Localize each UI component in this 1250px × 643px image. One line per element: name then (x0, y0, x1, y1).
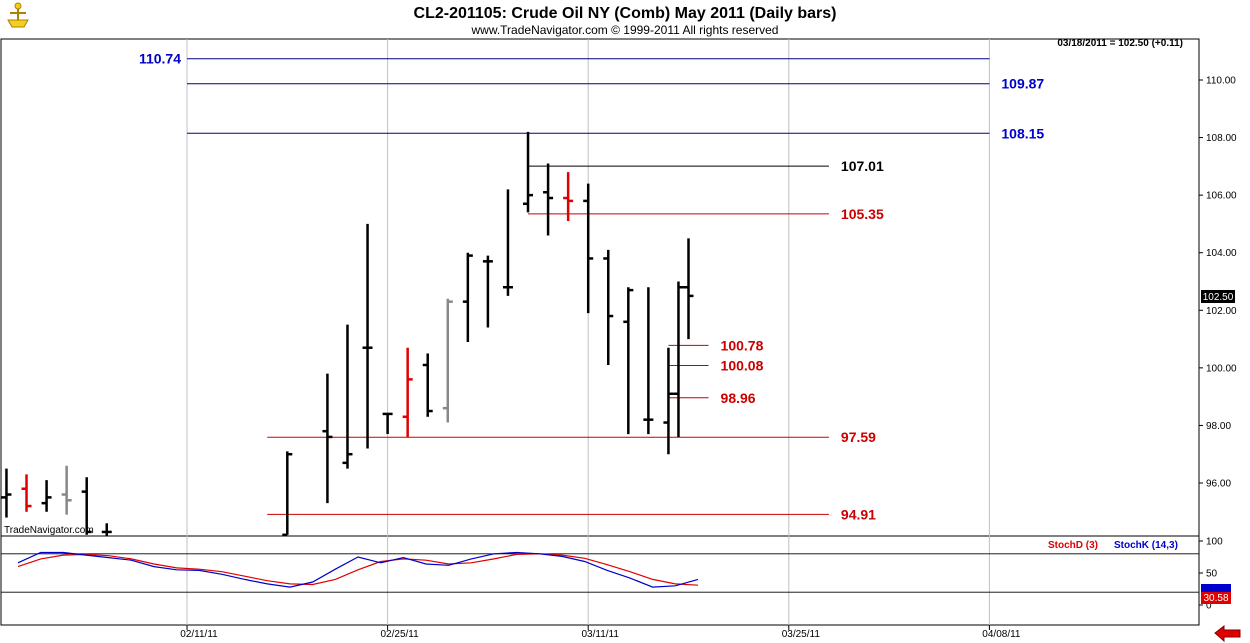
ohlc-bar (282, 451, 293, 537)
ohlc-bar (322, 373, 333, 504)
ohlc-bar (342, 324, 353, 469)
ohlc-bar (442, 298, 453, 423)
ohlc-bar (462, 252, 473, 342)
price-panel-frame (0, 38, 1200, 537)
watermark: TradeNavigator.com (4, 525, 94, 536)
trading-icon[interactable] (7, 2, 29, 28)
stoch-tick-label: 0 (1206, 601, 1212, 612)
ohlc-bar (382, 412, 393, 435)
ohlc-bar (502, 189, 513, 296)
level-label-97-59: 97.59 (841, 429, 876, 445)
ohlc-bar (81, 477, 92, 535)
legend-stochk: StochK (14,3) (1114, 540, 1178, 551)
stoch-panel-lines (1, 553, 1199, 593)
price-tick-label: 100.00 (1206, 363, 1237, 374)
last-quote: 03/18/2011 = 102.50 (+0.11) (1057, 38, 1183, 49)
ohlc-bar (643, 287, 654, 435)
level-label-108-15: 108.15 (1001, 125, 1044, 141)
stoch-panel-frame (0, 535, 1200, 626)
ohlc-bar (543, 163, 554, 236)
ohlc-bar (41, 480, 52, 512)
price-levels: 110.74 109.87 108.15 107.01 105.35 100.78 100.… (139, 51, 1044, 523)
stoch-tick-label: 100 (1206, 537, 1223, 548)
level-label-110-74: 110.74 (139, 51, 181, 67)
level-label-107-01: 107.01 (841, 158, 884, 174)
legend-stochd: StochD (3) (1048, 540, 1098, 551)
price-tick-label: 106.00 (1206, 191, 1237, 202)
price-tick-label: 96.00 (1206, 479, 1231, 490)
stoch-last-value: 30.58 (1201, 584, 1231, 604)
ohlc-bar (683, 238, 694, 340)
price-tick-label: 102.00 (1206, 306, 1237, 317)
ohlc-bar (422, 353, 433, 417)
ohlc-bar (563, 172, 574, 222)
level-label-98-96: 98.96 (721, 390, 756, 406)
ohlc-bar (523, 131, 534, 213)
ohlc-bar (673, 281, 684, 437)
ohlc-bar (663, 347, 674, 455)
level-label-109-87: 109.87 (1001, 76, 1044, 92)
date-tick-label: 02/25/11 (381, 629, 420, 640)
ohlc-bar (482, 255, 493, 328)
stoch-line-k (17, 551, 699, 588)
stoch-line-d (17, 553, 699, 586)
copyright-line: www.TradeNavigator.com © 1999-2011 All r… (471, 23, 779, 37)
ohlc-bar (61, 465, 72, 515)
level-label-100-08: 100.08 (721, 358, 764, 374)
stoch-tick-label: 50 (1206, 569, 1218, 580)
grid (186, 39, 990, 625)
ohlc-bar (21, 474, 32, 512)
date-axis: 02/11/11 02/25/11 03/11/11 03/25/11 04/08/11 (180, 625, 1021, 640)
ohlc-bar (623, 287, 634, 435)
stoch-last-value-label: 30.58 (1203, 593, 1228, 604)
price-axis: 96.00 98.00 100.00 102.00 104.00 106.00 108.00… (1198, 39, 1237, 625)
price-tick-label: 108.00 (1206, 133, 1237, 144)
ohlc-bar (583, 183, 594, 314)
price-tick-label: 104.00 (1206, 248, 1237, 259)
date-tick-label: 02/11/11 (180, 629, 218, 640)
level-label-105-35: 105.35 (841, 206, 884, 222)
level-label-94-91: 94.91 (841, 506, 876, 522)
ohlc-bar (402, 347, 413, 437)
stochastic-series (17, 551, 699, 588)
scroll-left-arrow-icon[interactable] (1214, 624, 1241, 643)
date-tick-label: 03/25/11 (782, 629, 821, 640)
ohlc-bar (101, 523, 112, 536)
ohlc-bar (362, 223, 373, 449)
last-price-label: 102.50 (1203, 292, 1234, 303)
price-tick-label: 98.00 (1206, 421, 1231, 432)
ohlc-bar (603, 249, 614, 365)
price-tick-label: 110.00 (1206, 76, 1236, 87)
price-bars (1, 131, 694, 537)
date-tick-label: 04/08/11 (982, 629, 1021, 640)
level-label-100-78: 100.78 (721, 337, 764, 353)
chart-title: CL2-201105: Crude Oil NY (Comb) May 2011… (414, 5, 837, 22)
ohlc-bar (1, 468, 12, 518)
stoch-axis: 0 50 100 (1199, 537, 1223, 612)
last-price-marker: 102.50 (1201, 290, 1235, 303)
date-tick-label: 03/11/11 (581, 629, 619, 640)
